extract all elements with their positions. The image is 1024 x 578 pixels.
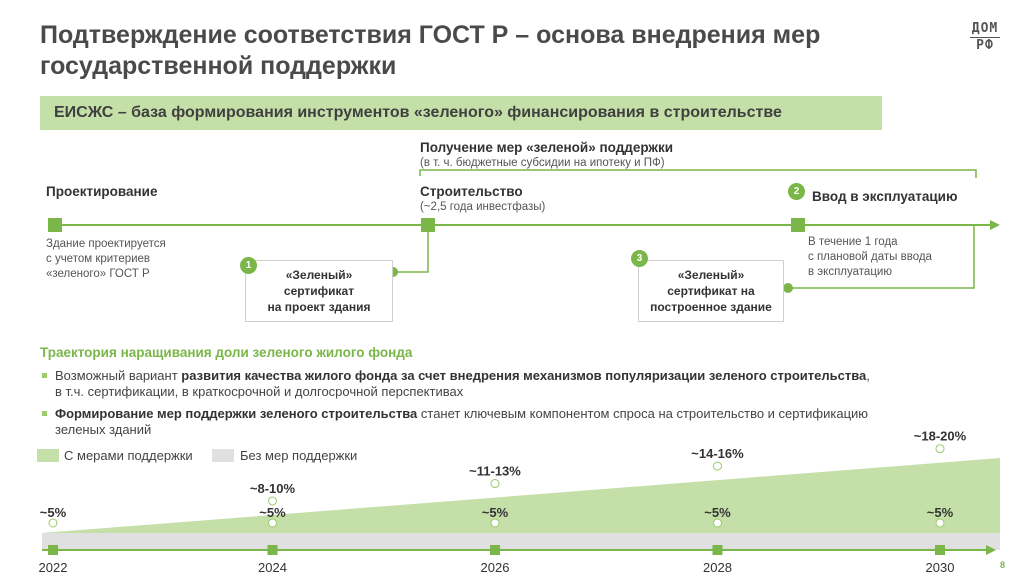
stage-design-title: Проектирование — [46, 184, 158, 199]
cert-building-line: построенное здание — [650, 300, 772, 314]
logo-bottom: РФ — [976, 37, 994, 53]
series-without-support-point — [48, 518, 58, 528]
bullet1-bold: развития качества жилого фонда за счет в… — [181, 368, 867, 383]
trajectory-chart: 2022 ~5% 2024 ~5% ~8-10% 2026 ~5% ~11-13% 2028 ~5… — [39, 430, 1000, 575]
bullet2-plain: станет ключевым компонентом спроса на ст… — [417, 406, 869, 421]
stage-construction-title: Строительство — [420, 184, 523, 199]
series-without-support-label: ~5% — [704, 505, 731, 520]
cert-building-text: «Зеленый» сертификат на построенное здан… — [650, 267, 772, 315]
legend-swatch-without-support — [212, 449, 234, 462]
cert-project-badge: 1 — [240, 257, 257, 274]
chart-year-marker — [48, 545, 58, 555]
series-with-support-point — [490, 479, 500, 489]
series-without-support-point — [935, 518, 945, 528]
series-with-support-label: ~8-10% — [250, 481, 296, 496]
cert3-connector — [788, 225, 975, 289]
series-with-support-label: ~14-16% — [691, 446, 744, 461]
chart-year-label: 2022 — [39, 560, 68, 575]
legend-label-with-support: С мерами поддержки — [64, 448, 193, 463]
chart-year-marker — [490, 545, 500, 555]
chart-year-label: 2024 — [258, 560, 287, 575]
stage-commissioning-desc: В течение 1 года с плановой даты ввода в… — [808, 235, 932, 280]
bullet-marker-icon — [42, 373, 47, 378]
support-title: Получение мер «зеленой» поддержки — [420, 140, 674, 155]
stage-marker-commissioning — [791, 218, 805, 232]
stage-commissioning-title: Ввод в эксплуатацию — [812, 189, 958, 204]
page-title-line1: Подтверждение соответствия ГОСТ Р – осно… — [40, 21, 821, 49]
series-without-support-label: ~5% — [927, 505, 954, 520]
series-without-support-label: ~5% — [482, 505, 509, 520]
cert-project-line: сертификат — [283, 284, 355, 298]
cert-building-badge: 3 — [631, 250, 648, 267]
series-with-support-label: ~11-13% — [469, 464, 521, 479]
chart-year-marker — [267, 545, 278, 555]
page-title-line2: государственной поддержки — [40, 52, 397, 80]
cert-building-line: «Зеленый» — [677, 268, 745, 282]
series-with-support-point — [268, 496, 277, 506]
bullet2-line2: зеленых зданий — [55, 422, 152, 437]
series-with-support-point — [713, 461, 722, 471]
stage-commissioning-badge: 2 — [788, 183, 805, 200]
bullet1-comma: , — [866, 368, 870, 383]
stage-commissioning-desc-line: в эксплуатацию — [808, 266, 892, 278]
cert3-connector-dot — [783, 283, 793, 293]
cert-building-box: «Зеленый» сертификат на построенное здан… — [638, 260, 784, 322]
bullet2-bold: Формирование мер поддержки зеленого стро… — [55, 406, 418, 421]
series-without-support-label: ~5% — [40, 505, 67, 520]
support-bracket — [419, 169, 977, 178]
cert-project-line: «Зеленый» — [285, 268, 353, 282]
trajectory-bullet-2: Формирование мер поддержки зеленого стро… — [42, 406, 1005, 438]
chart-year-label: 2028 — [703, 560, 732, 575]
bullet1-plain: Возможный вариант — [55, 368, 182, 383]
chart-axis-arrow-icon — [986, 545, 996, 555]
stage-marker-design — [48, 218, 62, 232]
area-with-support — [42, 458, 1000, 550]
series-with-support-label: ~18-20% — [914, 430, 967, 444]
chart-year-marker — [712, 545, 723, 555]
legend-label-without-support: Без мер поддержки — [240, 448, 358, 463]
cert-building-line: сертификат на — [667, 284, 755, 298]
trajectory-bullet-1: Возможный вариант развития качества жило… — [42, 368, 1005, 400]
logo-divider — [970, 36, 1000, 38]
logo-top: ДОМ — [971, 20, 999, 36]
cert1-connector — [393, 232, 429, 273]
stage-design-desc-line: Здание проектируется — [46, 238, 166, 250]
timeline-arrow-icon — [990, 220, 1000, 230]
stage-design-desc: Здание проектируется с учетом критериев … — [46, 237, 166, 282]
chart-year-label: 2026 — [481, 560, 510, 575]
stage-commissioning-desc-line: с плановой даты ввода — [808, 251, 932, 263]
timeline-graphic — [48, 169, 1000, 293]
series-without-support-point — [713, 518, 722, 528]
company-logo: ДОМ РФ — [968, 20, 1002, 54]
trajectory-title: Траектория наращивания доли зеленого жил… — [40, 345, 413, 360]
legend-swatch-with-support — [37, 449, 59, 462]
cert-project-text: «Зеленый» сертификат на проект здания — [268, 267, 371, 315]
bullet-marker-icon — [42, 411, 47, 416]
series-without-support-point — [268, 518, 277, 528]
cert-project-line: на проект здания — [267, 300, 371, 314]
area-without-support — [42, 533, 1000, 550]
page-number: 8 — [1000, 560, 1006, 570]
stage-commissioning-desc-line: В течение 1 года — [808, 236, 898, 248]
series-without-support-point — [490, 518, 500, 528]
chart-year-label: 2030 — [926, 560, 955, 575]
chart-year-marker — [935, 545, 945, 555]
stage-design-desc-line: «зеленого» ГОСТ Р — [46, 268, 150, 280]
support-note: (в т. ч. бюджетные субсидии на ипотеку и… — [420, 157, 665, 169]
bullet1-line2: в т.ч. сертификации, в краткосрочной и д… — [55, 384, 464, 399]
page-title: Подтверждение соответствия ГОСТ Р – осно… — [40, 20, 940, 82]
cert-project-box: «Зеленый» сертификат на проект здания — [245, 260, 393, 322]
series-with-support-point — [935, 444, 945, 454]
stage-marker-construction — [421, 218, 435, 232]
stage-construction-desc: (~2,5 года инвестфазы) — [420, 201, 546, 213]
stage-design-desc-line: с учетом критериев — [46, 253, 151, 265]
series-without-support-label: ~5% — [259, 505, 286, 520]
banner: ЕИСЖС – база формирования инструментов «… — [40, 96, 882, 130]
